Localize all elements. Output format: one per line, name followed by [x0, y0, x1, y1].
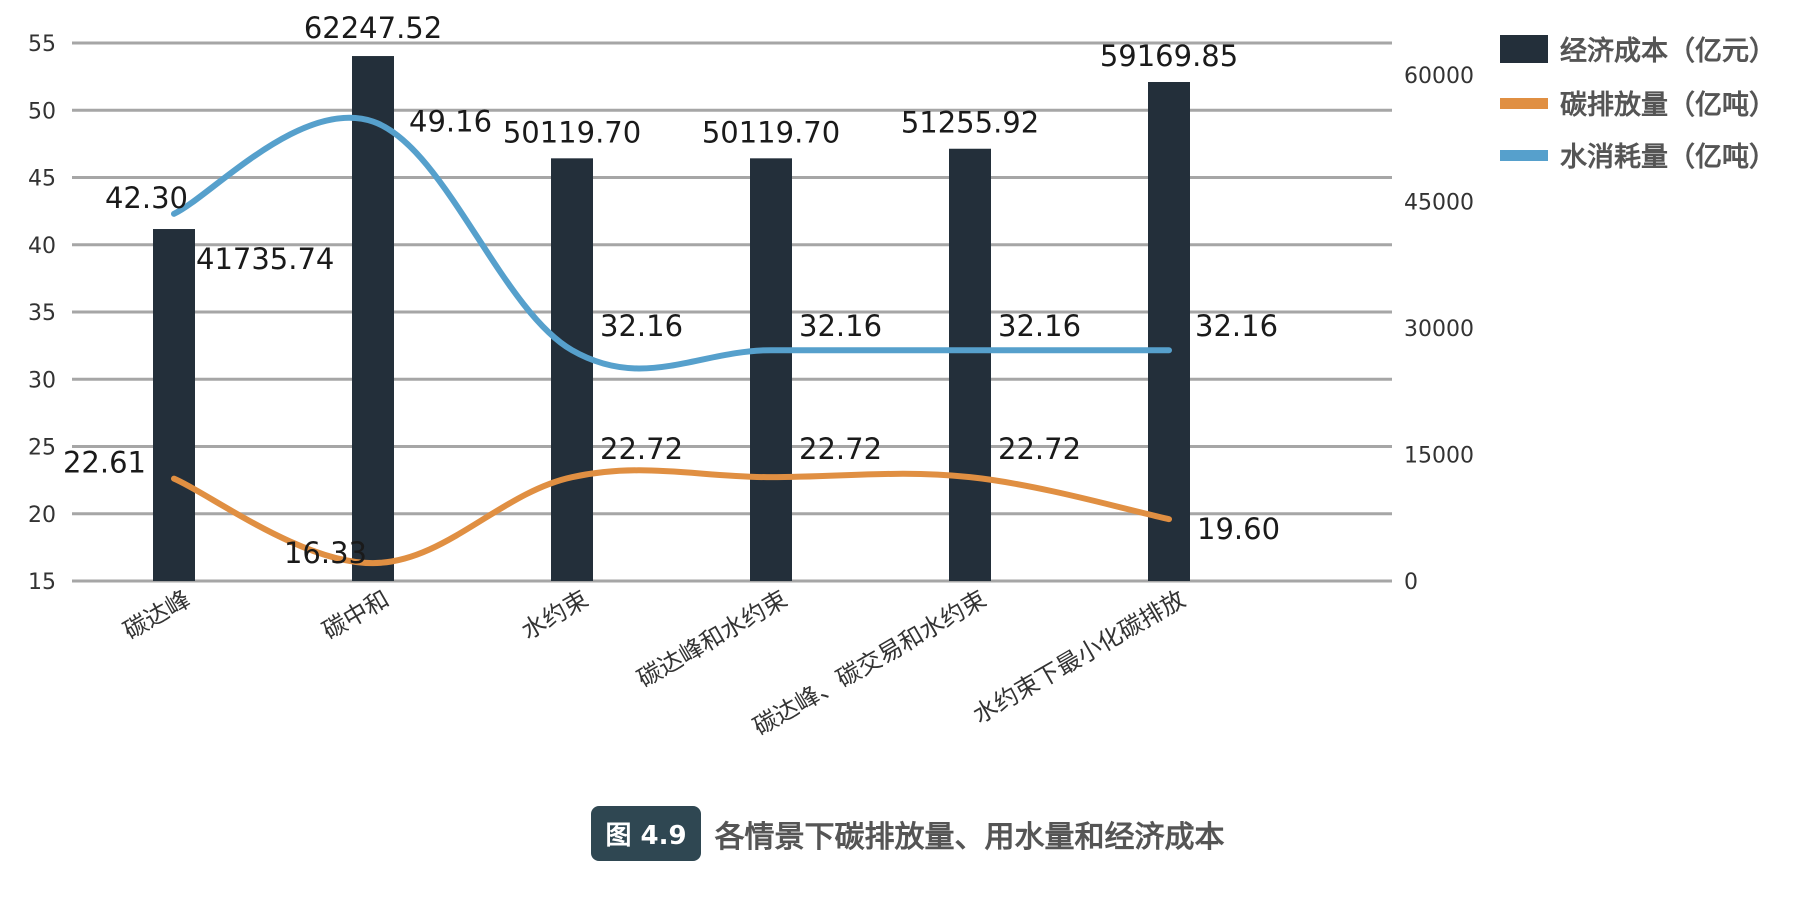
left-tick-label: 50 [28, 99, 56, 124]
category-label: 水约束下最小化碳排放 [968, 585, 1190, 729]
bar [551, 158, 593, 582]
left-tick-label: 45 [28, 167, 56, 192]
left-tick-label: 35 [28, 301, 56, 326]
bar-data-label: 50119.70 [503, 115, 641, 149]
right-tick-label: 45000 [1404, 191, 1474, 216]
line-data-label: 22.72 [998, 432, 1081, 466]
bar-data-label: 51255.92 [901, 106, 1039, 140]
legend-swatch [1500, 98, 1548, 109]
series-line [171, 467, 1172, 567]
left-tick-label: 30 [28, 368, 56, 393]
line-data-label: 32.16 [998, 309, 1081, 343]
left-tick-label: 40 [28, 234, 56, 259]
legend-swatch [1500, 35, 1548, 63]
right-tick-label: 15000 [1404, 444, 1474, 469]
line-data-label: 22.72 [799, 432, 882, 466]
line-data-label: 19.60 [1197, 512, 1280, 546]
line-data-label: 32.16 [600, 309, 683, 343]
right-tick-label: 0 [1404, 570, 1418, 595]
bar [1148, 82, 1190, 582]
line-data-label: 49.16 [409, 105, 492, 139]
figure-caption: 图 4.9 各情景下碳排放量、用水量和经济成本 [0, 806, 1816, 861]
category-label: 碳达峰和水约束 [633, 585, 792, 693]
left-tick-label: 55 [28, 32, 56, 57]
figure-number-badge: 图 4.9 [591, 806, 701, 861]
bar-data-label: 59169.85 [1100, 39, 1238, 73]
line-data-label: 16.33 [284, 536, 367, 570]
line-data-label: 32.16 [799, 309, 882, 343]
bar [949, 148, 991, 581]
category-label: 碳达峰 [119, 585, 195, 645]
legend-label: 经济成本（亿元） [1560, 35, 1776, 67]
series-line [171, 114, 1172, 372]
category-label: 水约束 [517, 585, 593, 645]
bar [153, 229, 195, 581]
figure-title: 各情景下碳排放量、用水量和经济成本 [714, 819, 1225, 855]
left-tick-label: 25 [28, 436, 56, 461]
bar-data-label: 41735.74 [196, 242, 334, 276]
left-tick-label: 20 [28, 503, 56, 528]
bar-data-label: 62247.52 [304, 11, 442, 45]
category-label: 碳中和 [318, 585, 394, 645]
line-data-label: 42.30 [105, 181, 188, 215]
legend-label: 水消耗量（亿吨） [1560, 142, 1776, 173]
bar-data-label: 50119.70 [702, 115, 840, 149]
right-tick-label: 30000 [1404, 317, 1474, 342]
legend-swatch [1500, 150, 1548, 161]
chart: 15 20 25 30 35 40 45 50 55 0 15000 30000 45000 60000 碳… [28, 11, 1776, 741]
left-tick-label: 15 [28, 570, 56, 595]
legend-label: 碳排放量（亿吨） [1560, 89, 1776, 121]
line-data-label: 32.16 [1195, 309, 1278, 343]
line-data-label: 22.72 [600, 432, 683, 466]
bar [750, 158, 792, 582]
line-data-label: 22.61 [63, 446, 146, 480]
bar [352, 56, 394, 582]
right-tick-label: 60000 [1404, 64, 1474, 89]
